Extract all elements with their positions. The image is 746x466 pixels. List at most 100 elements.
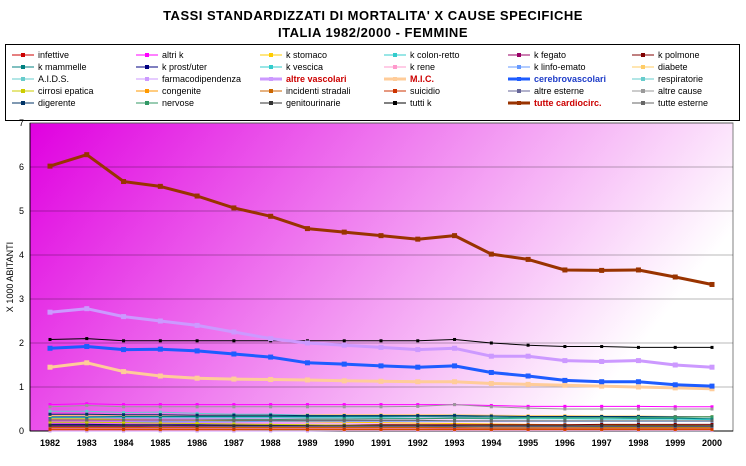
data-point xyxy=(453,424,457,428)
legend-swatch xyxy=(12,52,34,57)
data-point xyxy=(304,226,310,232)
data-point xyxy=(379,418,383,422)
legend-item: cerebrovascolari xyxy=(508,72,606,85)
legend-item: k rene xyxy=(384,60,435,73)
data-point xyxy=(636,407,640,411)
series-tutte-cardiocirc xyxy=(47,152,715,287)
data-point xyxy=(195,403,199,407)
data-point xyxy=(673,427,677,431)
legend-item: tutte cardiocirc. xyxy=(508,96,602,109)
data-point xyxy=(416,421,420,425)
data-point xyxy=(710,419,714,423)
x-tick-label: 2000 xyxy=(702,438,722,448)
data-point xyxy=(489,414,493,418)
data-point xyxy=(600,345,604,349)
data-point xyxy=(710,417,714,421)
data-point xyxy=(709,386,715,392)
data-point xyxy=(526,427,530,431)
data-point xyxy=(158,413,162,417)
legend-item: k vescica xyxy=(260,60,323,73)
x-tick-label: 1988 xyxy=(261,438,281,448)
data-point xyxy=(85,337,89,341)
y-tick-label: 1 xyxy=(19,382,24,392)
data-point xyxy=(599,358,605,364)
data-point xyxy=(672,382,678,388)
data-point xyxy=(158,421,162,425)
data-point xyxy=(122,413,126,417)
legend-label: respiratorie xyxy=(658,73,704,84)
y-tick-label: 3 xyxy=(19,294,24,304)
legend-item: incidenti stradali xyxy=(260,84,351,97)
data-point xyxy=(600,427,604,431)
data-point xyxy=(342,424,346,428)
data-point xyxy=(121,347,127,353)
data-point xyxy=(563,345,567,349)
data-point xyxy=(305,405,309,409)
data-point xyxy=(709,364,715,370)
data-point xyxy=(415,364,421,370)
data-point xyxy=(158,405,162,409)
data-point xyxy=(453,416,457,420)
data-point xyxy=(194,348,200,354)
data-point xyxy=(672,274,678,280)
legend-swatch xyxy=(632,52,654,57)
data-point xyxy=(158,425,162,429)
data-point xyxy=(600,404,604,408)
legend-item: k linfo-emato xyxy=(508,60,586,73)
data-point xyxy=(122,425,126,429)
data-point xyxy=(122,421,126,425)
legend-swatch xyxy=(12,88,34,93)
data-point xyxy=(269,418,273,422)
data-point xyxy=(636,419,640,423)
data-point xyxy=(157,318,163,324)
data-point xyxy=(415,236,421,242)
y-tick-label: 4 xyxy=(19,250,24,260)
data-point xyxy=(195,422,199,426)
series-suicidio xyxy=(48,427,714,431)
legend-item: cirrosi epatica xyxy=(12,84,94,97)
legend-item: k polmone xyxy=(632,48,700,61)
data-point xyxy=(85,403,89,407)
series-genitourinarie xyxy=(48,423,714,428)
data-point xyxy=(231,205,237,211)
data-point xyxy=(232,413,236,417)
data-point xyxy=(416,424,420,428)
data-point xyxy=(231,351,237,357)
data-point xyxy=(158,410,162,414)
data-point xyxy=(342,405,346,409)
x-tick-label: 1997 xyxy=(592,438,612,448)
data-point xyxy=(47,163,53,169)
data-point xyxy=(416,417,420,421)
legend-item: tutti k xyxy=(384,96,432,109)
legend-label: nervose xyxy=(162,97,195,108)
data-point xyxy=(379,427,383,431)
data-point xyxy=(378,344,384,350)
data-point xyxy=(48,409,52,413)
data-point xyxy=(489,419,493,423)
data-point xyxy=(232,427,236,431)
data-point xyxy=(304,377,310,383)
data-point xyxy=(416,414,420,418)
legend-label: tutti k xyxy=(410,97,432,108)
legend-label: k vescica xyxy=(286,61,324,72)
data-point xyxy=(158,427,162,431)
data-point xyxy=(85,412,89,416)
data-point xyxy=(710,427,714,431)
legend-swatch xyxy=(260,52,282,57)
legend-label: altre cause xyxy=(658,85,703,96)
legend-label: altri k xyxy=(162,49,184,60)
data-point xyxy=(636,345,640,349)
data-point xyxy=(121,179,127,185)
data-point xyxy=(157,183,163,189)
legend-item: k fegato xyxy=(508,48,566,61)
legend-swatch xyxy=(508,52,530,57)
data-point xyxy=(599,383,605,389)
data-point xyxy=(268,377,274,383)
x-tick-label: 1992 xyxy=(408,438,428,448)
legend-swatch xyxy=(136,64,158,69)
data-point xyxy=(304,360,310,366)
legend-label: tutte esterne xyxy=(658,97,709,108)
data-point xyxy=(232,405,236,409)
legend-swatch xyxy=(136,76,158,81)
